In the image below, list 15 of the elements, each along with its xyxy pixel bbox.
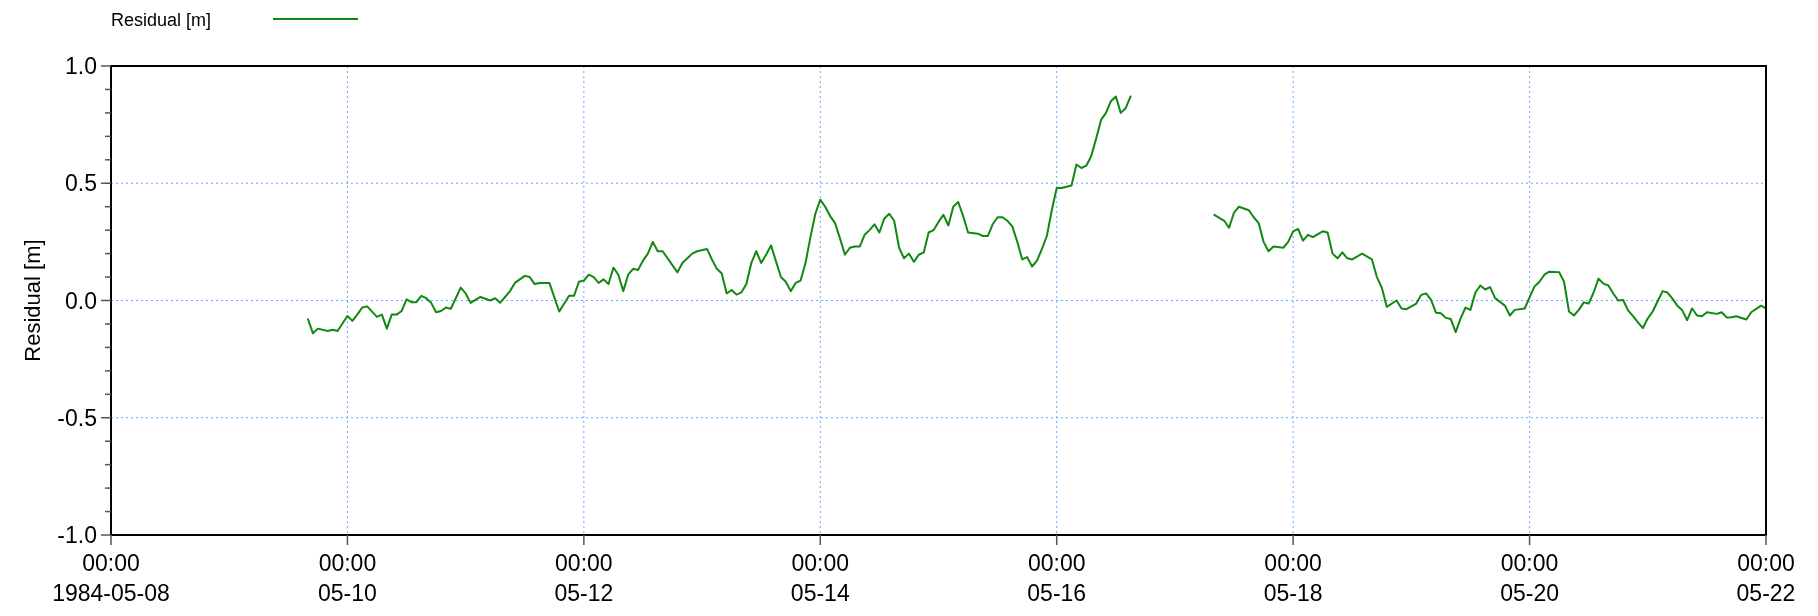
y-tick-label: -0.5 xyxy=(57,404,97,431)
x-tick-label: 00:00 05-14 xyxy=(790,550,850,606)
x-tick-label: 00:00 1984-05-08 xyxy=(52,550,170,606)
x-tick-label: 00:00 05-20 xyxy=(1500,550,1559,606)
x-tick-label: 00:00 05-10 xyxy=(318,550,377,606)
y-axis-title: Residual [m] xyxy=(20,239,45,362)
x-tick-label: 00:00 05-16 xyxy=(1027,550,1087,606)
y-tick-label: -1.0 xyxy=(57,522,97,549)
y-tick-label: 1.0 xyxy=(65,53,97,80)
x-tick-label: 00:00 05-22 xyxy=(1736,550,1796,606)
x-tick-label: 00:00 05-18 xyxy=(1263,550,1323,606)
y-tick-label: 0.5 xyxy=(65,170,97,197)
text: Residual [m] xyxy=(111,10,212,30)
y-tick-label: 0.0 xyxy=(65,287,97,314)
x-tick-label: 00:00 05-12 xyxy=(554,550,614,606)
